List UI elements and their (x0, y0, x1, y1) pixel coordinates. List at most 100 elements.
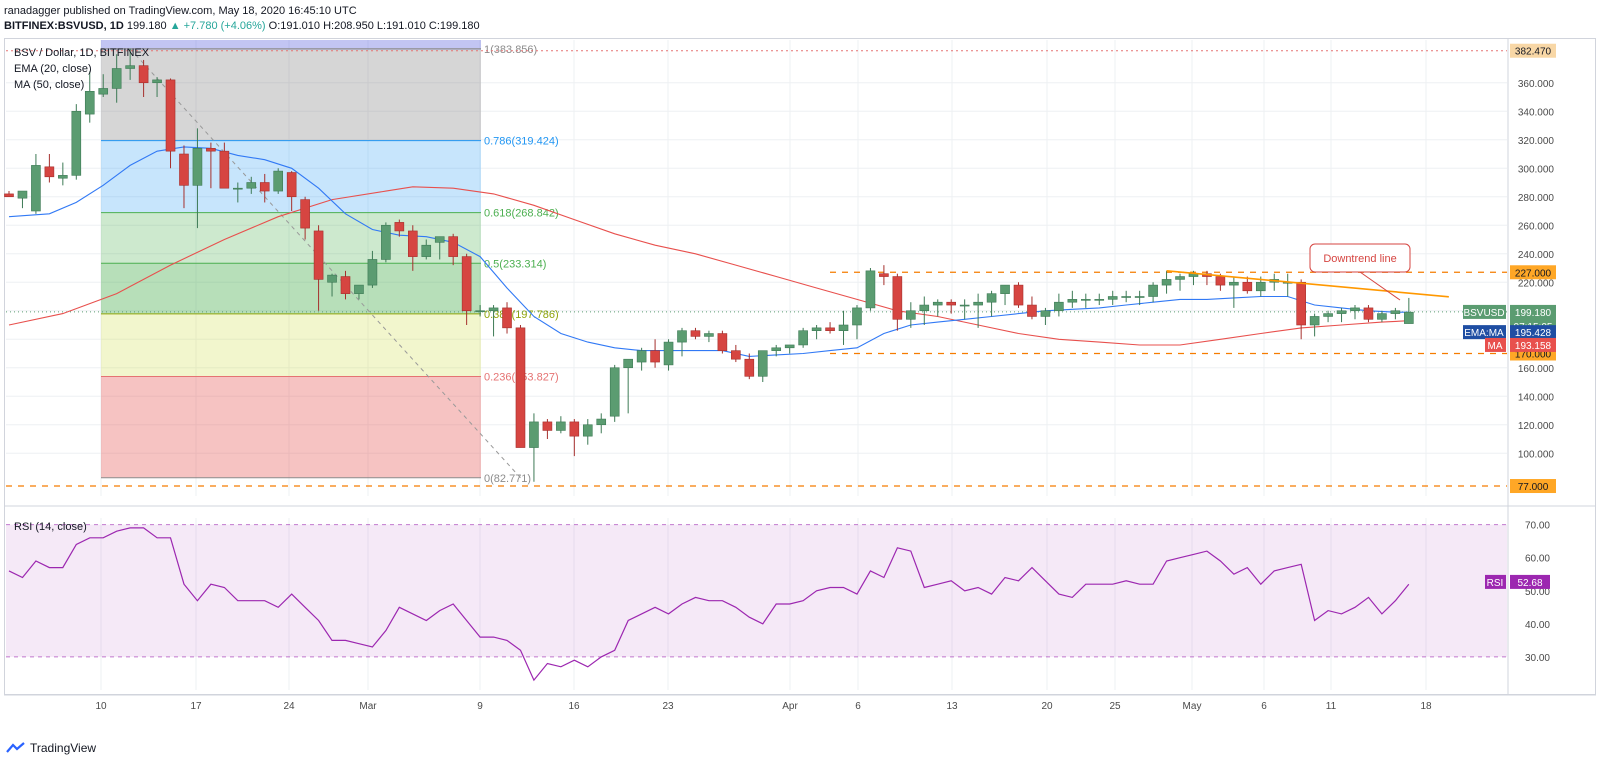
candle-body (542, 421, 553, 431)
candle-body (1027, 304, 1037, 317)
candle-body (636, 350, 647, 363)
candle-body (1296, 281, 1306, 326)
date-tick-label: 17 (190, 701, 202, 712)
candle-body (1350, 307, 1360, 312)
candle-body (434, 236, 445, 243)
candle-body (165, 79, 176, 152)
rsi-tick-label: 50.00 (1525, 587, 1550, 598)
ema-value-label: 195.428 (1515, 328, 1552, 339)
candle-body (421, 244, 432, 257)
candle-body (84, 91, 95, 115)
candle-body (138, 65, 149, 84)
candle-body (206, 148, 216, 152)
level-price-tag (1510, 265, 1556, 280)
ma-value-label: 193.158 (1515, 341, 1552, 352)
rsi-legend: RSI (14, close) (14, 521, 87, 533)
symbol-line: BITFINEX:BSVUSD, 1D 199.180 ▲ +7.780 (+4… (4, 20, 480, 33)
date-axis: 10 17 24 Mar 9 16 23 Apr 6 13 20 25 May 6 11 18 (95, 701, 1432, 712)
rsi-panel: 30.00 40.00 50.00 60.00 70.00 RSI 52.68 (6, 521, 1550, 682)
fib-level-label: 0.618(268.842) (484, 208, 559, 220)
candle-body (31, 165, 41, 212)
change-value: ▲ +7.780 (+4.06%) (169, 20, 266, 32)
level-price-label: 77.000 (1518, 482, 1549, 493)
ohlc-values: O:191.010 H:208.950 L:191.010 C:199.180 (268, 20, 480, 32)
brand-name: TradingView (30, 741, 97, 755)
candle-body (946, 301, 957, 306)
date-tick-label: 6 (1261, 701, 1267, 712)
candle-body (152, 79, 162, 84)
fib-level-label: 1(383.856) (484, 44, 537, 56)
rsi-band-fill (6, 524, 1507, 657)
ma-legend: MA (50, close) (14, 79, 84, 91)
date-tick-label: May (1183, 701, 1202, 712)
fib-zone (101, 212, 481, 264)
candle-body (1013, 284, 1024, 306)
last-price-label: 199.180 (1515, 308, 1552, 319)
fibonacci-retracement: 1(383.856) 0.786(319.424) 0.618(268.842) 0.… (101, 40, 559, 485)
candle-body (650, 350, 660, 363)
candle-body (1242, 281, 1253, 292)
fib-zone (101, 263, 481, 314)
date-tick-label: 16 (568, 701, 580, 712)
candle-body (771, 347, 782, 351)
candle-body (327, 274, 337, 283)
level-price-tag (1510, 479, 1556, 494)
candle-body (98, 88, 109, 95)
candle-body (852, 307, 862, 326)
candle-body (407, 230, 418, 257)
candle-body (838, 324, 849, 331)
grid-layer (4, 38, 1596, 696)
candle-body (354, 284, 364, 294)
candle-body (784, 344, 795, 349)
candle-body (461, 256, 472, 312)
rsi-tick-label: 40.00 (1525, 620, 1550, 631)
candle-body (892, 276, 903, 320)
candle-body (986, 293, 997, 303)
candle-body (259, 182, 270, 192)
candle-body (1148, 284, 1158, 297)
candle-body (192, 148, 203, 186)
chart-title: BSV / Dollar, 1D, BITFINEX (14, 47, 150, 59)
date-tick-label: 6 (855, 701, 861, 712)
candle-body (381, 224, 391, 260)
price-tick-label: 100.000 (1518, 449, 1555, 460)
candle-body (717, 333, 728, 351)
candle-body (690, 330, 701, 337)
candle-body (1107, 296, 1118, 300)
candle-body (1161, 279, 1172, 286)
price-tick-label: 160.000 (1518, 364, 1555, 375)
candle-body (556, 421, 566, 431)
candle-body (663, 341, 674, 366)
candle-body (919, 304, 930, 312)
candle-body (1255, 281, 1266, 292)
price-tick-label: 300.000 (1518, 164, 1555, 175)
candle-body (865, 270, 876, 309)
candle-body (1390, 310, 1401, 314)
candle-body (488, 307, 499, 312)
candle-body (798, 330, 808, 346)
price-tick-label: 120.000 (1518, 421, 1555, 432)
candle-body (367, 259, 378, 286)
date-tick-label: 23 (662, 701, 674, 712)
candle-body (1000, 284, 1010, 294)
rsi-tag (1485, 574, 1506, 589)
ema-value-tag (1510, 325, 1556, 340)
tradingview-logo-icon (6, 742, 25, 753)
fib-header-band (101, 40, 481, 50)
candle-body (1081, 299, 1091, 301)
candle-body (1175, 276, 1185, 280)
candle-body (529, 421, 539, 448)
candle-body (125, 65, 135, 69)
level-price-label: 382.470 (1515, 47, 1552, 58)
candle-body (475, 310, 485, 313)
downtrend-line (1166, 270, 1449, 298)
ema-tag-label: EMA:MA (1464, 328, 1504, 339)
rsi-value-tag (1510, 574, 1550, 589)
price-tick-label: 140.000 (1518, 392, 1555, 403)
candle-body (273, 170, 284, 192)
date-tick-label: 9 (477, 701, 483, 712)
candle-body (596, 418, 607, 426)
price-tick-label: 280.000 (1518, 193, 1555, 204)
rsi-tick-label: 70.00 (1525, 521, 1550, 532)
